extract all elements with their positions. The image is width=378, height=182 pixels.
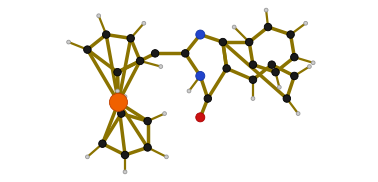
Circle shape: [136, 57, 144, 65]
Circle shape: [118, 110, 125, 117]
Circle shape: [291, 72, 298, 80]
Circle shape: [123, 170, 127, 174]
Circle shape: [159, 65, 163, 68]
Circle shape: [144, 117, 151, 125]
Circle shape: [151, 50, 159, 57]
Circle shape: [67, 40, 70, 44]
Circle shape: [304, 21, 308, 25]
Circle shape: [109, 93, 127, 111]
Circle shape: [223, 65, 230, 72]
Circle shape: [114, 68, 121, 76]
Circle shape: [181, 50, 189, 57]
Circle shape: [196, 71, 205, 80]
Circle shape: [264, 23, 272, 31]
Circle shape: [296, 112, 300, 115]
Circle shape: [291, 53, 298, 61]
Circle shape: [84, 46, 91, 53]
Circle shape: [163, 112, 166, 115]
Circle shape: [268, 61, 276, 68]
Circle shape: [283, 95, 291, 102]
Circle shape: [102, 31, 110, 38]
Circle shape: [164, 155, 168, 159]
Circle shape: [308, 65, 311, 68]
Circle shape: [287, 31, 294, 38]
Circle shape: [99, 140, 106, 147]
Circle shape: [249, 76, 257, 84]
Circle shape: [311, 61, 315, 65]
Circle shape: [144, 144, 151, 151]
Circle shape: [272, 68, 279, 76]
Circle shape: [264, 8, 268, 12]
Circle shape: [85, 155, 89, 159]
Circle shape: [196, 113, 205, 122]
Circle shape: [249, 61, 257, 68]
Circle shape: [277, 85, 281, 89]
Circle shape: [204, 95, 212, 102]
Circle shape: [97, 14, 101, 18]
Circle shape: [245, 38, 253, 46]
Circle shape: [121, 151, 129, 159]
Circle shape: [127, 35, 135, 42]
Circle shape: [196, 30, 205, 39]
Circle shape: [123, 95, 127, 98]
Circle shape: [219, 38, 227, 46]
Circle shape: [187, 89, 191, 93]
Circle shape: [251, 97, 255, 100]
Circle shape: [116, 89, 119, 93]
Circle shape: [232, 25, 236, 29]
Circle shape: [142, 21, 146, 25]
